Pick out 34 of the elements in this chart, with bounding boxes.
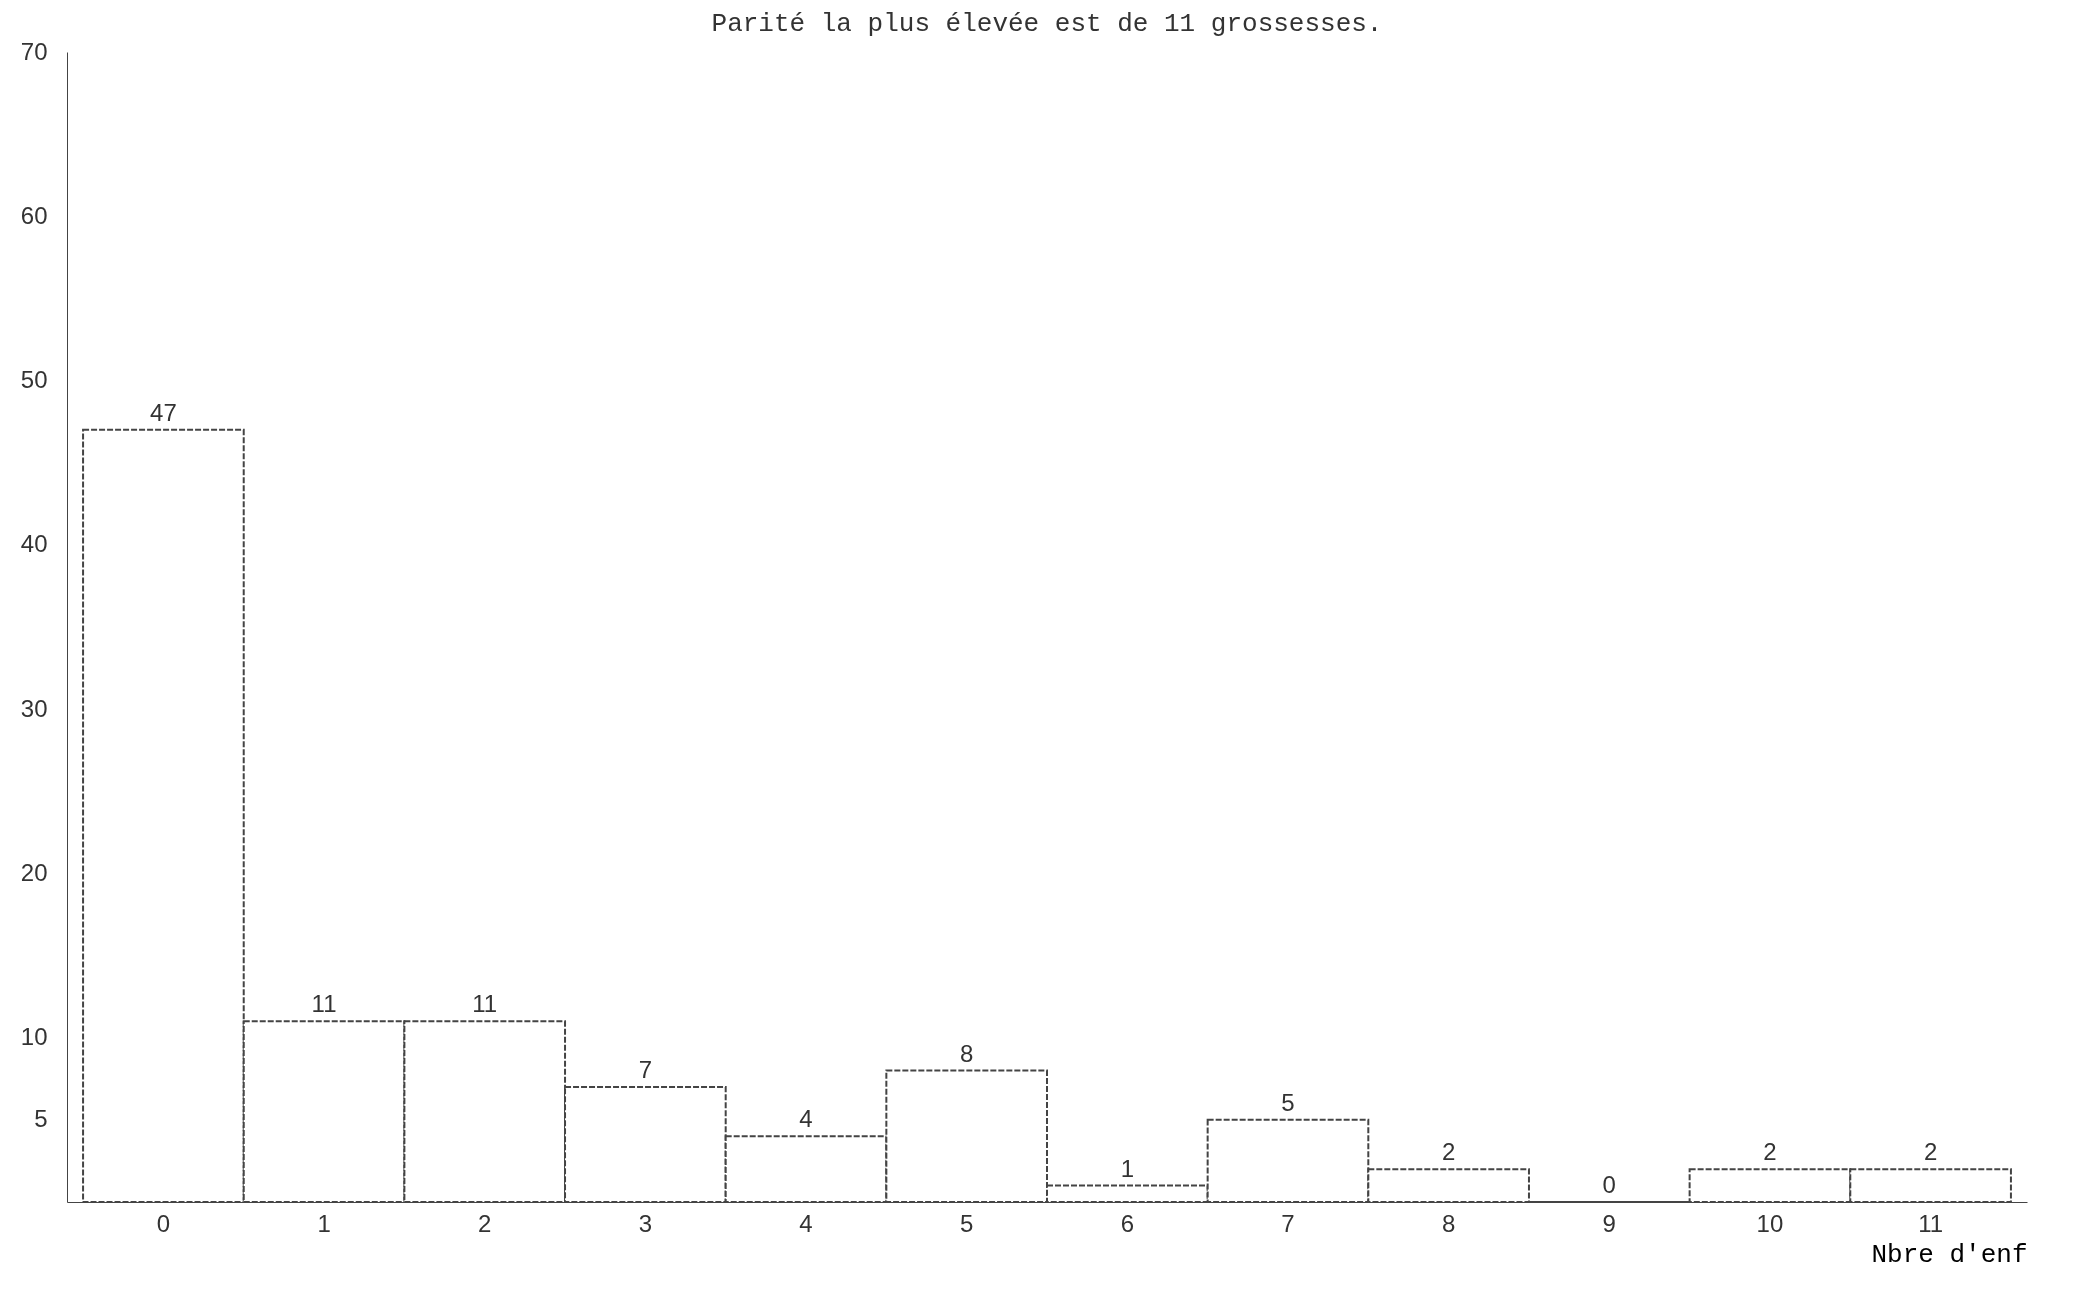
data-label: 7 (638, 1056, 653, 1083)
y-tick-label: 60 (20, 201, 48, 229)
x-tick-label: 8 (1441, 1209, 1456, 1237)
x-tick-label: 2 (478, 1209, 492, 1237)
y-tick-label: 5 (34, 1105, 48, 1133)
y-tick-label: 40 (20, 530, 48, 558)
x-tick-label: 7 (1281, 1209, 1295, 1237)
y-tick-label: 10 (20, 1023, 48, 1051)
x-tick-label: 9 (1602, 1209, 1616, 1237)
y-tick-label: 30 (20, 694, 48, 722)
x-tick-label: 10 (1756, 1209, 1784, 1237)
data-label: 11 (472, 990, 498, 1018)
data-label: 2 (1763, 1138, 1777, 1166)
y-tick-label: 70 (20, 37, 48, 65)
x-tick-label: 6 (1120, 1209, 1135, 1237)
x-tick-label: 5 (959, 1209, 974, 1237)
x-tick-label: 4 (799, 1209, 813, 1237)
x-axis-title: Nbre d'enf (1871, 1239, 2028, 1270)
data-label: 4 (799, 1105, 813, 1133)
data-label: 5 (1281, 1088, 1295, 1116)
data-label: 1 (1120, 1154, 1135, 1182)
chart-title: Parité la plus élevée est de 11 grossesses. (711, 9, 1383, 39)
x-tick-label: 0 (156, 1209, 171, 1237)
y-tick-label: 50 (20, 366, 48, 394)
x-tick-label: 1 (317, 1209, 331, 1237)
data-label: 0 (1602, 1171, 1616, 1198)
y-tick-label: 20 (20, 858, 48, 886)
data-label: 11 (311, 990, 337, 1018)
data-label: 2 (1923, 1138, 1938, 1166)
data-label: 2 (1441, 1138, 1456, 1166)
x-tick-label: 11 (1918, 1209, 1944, 1237)
data-label: 47 (150, 398, 177, 426)
x-tick-label: 3 (638, 1209, 653, 1237)
data-label: 8 (959, 1039, 974, 1067)
